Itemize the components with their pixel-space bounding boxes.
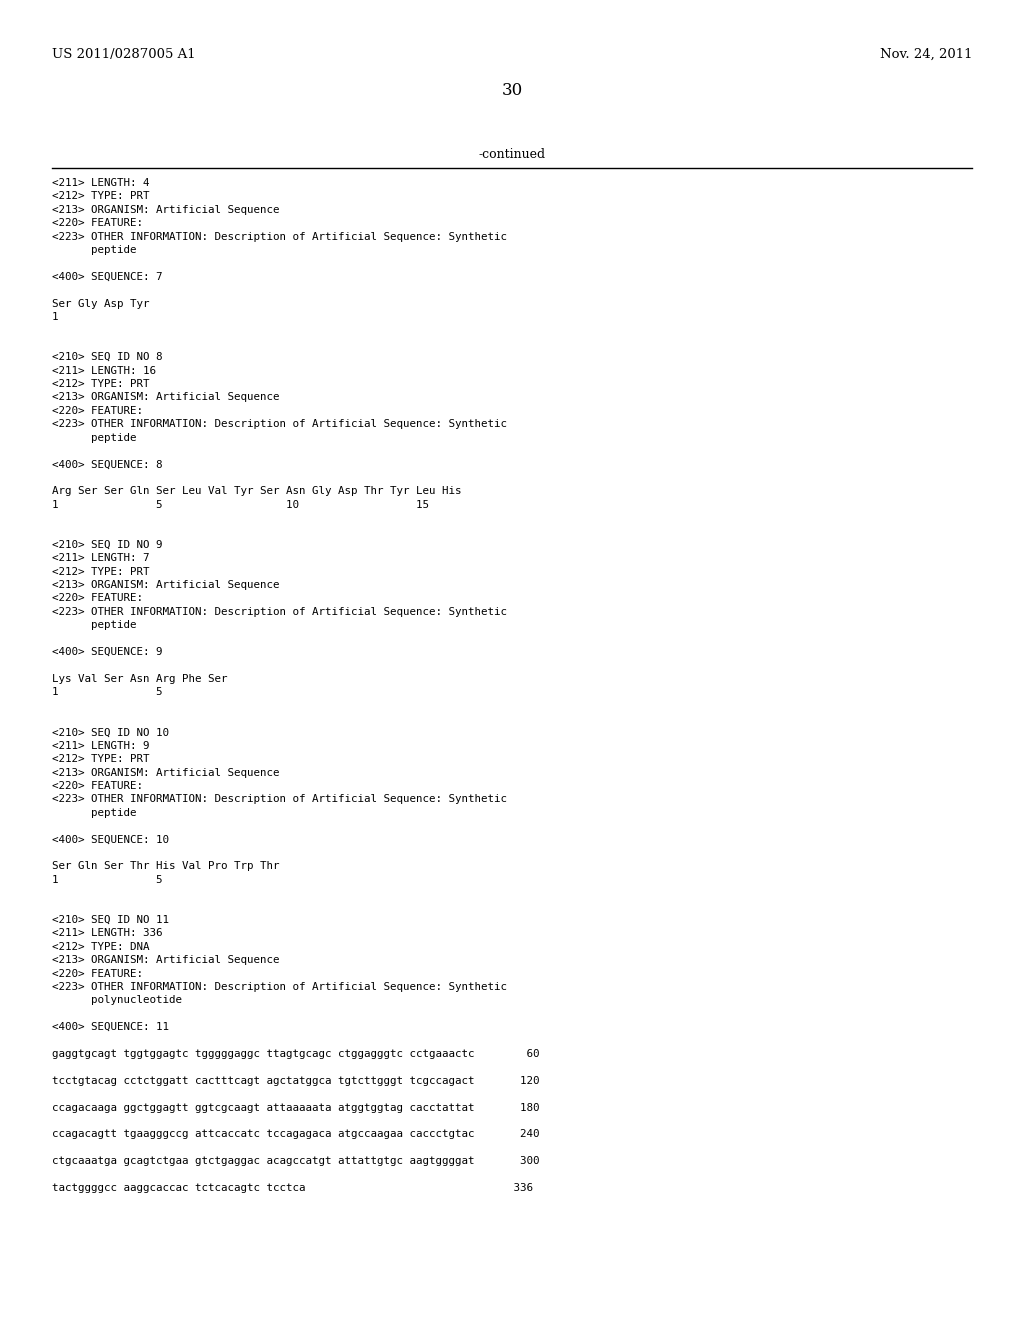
Text: <213> ORGANISM: Artificial Sequence: <213> ORGANISM: Artificial Sequence <box>52 956 280 965</box>
Text: <212> TYPE: PRT: <212> TYPE: PRT <box>52 566 150 577</box>
Text: <220> FEATURE:: <220> FEATURE: <box>52 218 143 228</box>
Text: ccagacagtt tgaagggccg attcaccatc tccagagaca atgccaagaa caccctgtac       240: ccagacagtt tgaagggccg attcaccatc tccagag… <box>52 1130 540 1139</box>
Text: <213> ORGANISM: Artificial Sequence: <213> ORGANISM: Artificial Sequence <box>52 768 280 777</box>
Text: <400> SEQUENCE: 8: <400> SEQUENCE: 8 <box>52 459 163 470</box>
Text: Nov. 24, 2011: Nov. 24, 2011 <box>880 48 972 61</box>
Text: <220> FEATURE:: <220> FEATURE: <box>52 781 143 791</box>
Text: peptide: peptide <box>52 620 136 630</box>
Text: <220> FEATURE:: <220> FEATURE: <box>52 969 143 978</box>
Text: <212> TYPE: PRT: <212> TYPE: PRT <box>52 191 150 202</box>
Text: <220> FEATURE:: <220> FEATURE: <box>52 594 143 603</box>
Text: Ser Gln Ser Thr His Val Pro Trp Thr: Ser Gln Ser Thr His Val Pro Trp Thr <box>52 862 280 871</box>
Text: polynucleotide: polynucleotide <box>52 995 182 1006</box>
Text: 1: 1 <box>52 312 58 322</box>
Text: <212> TYPE: DNA: <212> TYPE: DNA <box>52 941 150 952</box>
Text: -continued: -continued <box>478 148 546 161</box>
Text: <223> OTHER INFORMATION: Description of Artificial Sequence: Synthetic: <223> OTHER INFORMATION: Description of … <box>52 982 507 993</box>
Text: <210> SEQ ID NO 9: <210> SEQ ID NO 9 <box>52 540 163 550</box>
Text: gaggtgcagt tggtggagtc tgggggaggc ttagtgcagc ctggagggtc cctgaaactc        60: gaggtgcagt tggtggagtc tgggggaggc ttagtgc… <box>52 1049 540 1059</box>
Text: <211> LENGTH: 9: <211> LENGTH: 9 <box>52 741 150 751</box>
Text: peptide: peptide <box>52 246 136 255</box>
Text: Ser Gly Asp Tyr: Ser Gly Asp Tyr <box>52 298 150 309</box>
Text: ctgcaaatga gcagtctgaa gtctgaggac acagccatgt attattgtgc aagtggggat       300: ctgcaaatga gcagtctgaa gtctgaggac acagcca… <box>52 1156 540 1166</box>
Text: <212> TYPE: PRT: <212> TYPE: PRT <box>52 754 150 764</box>
Text: <400> SEQUENCE: 7: <400> SEQUENCE: 7 <box>52 272 163 281</box>
Text: <211> LENGTH: 336: <211> LENGTH: 336 <box>52 928 163 939</box>
Text: <400> SEQUENCE: 11: <400> SEQUENCE: 11 <box>52 1022 169 1032</box>
Text: peptide: peptide <box>52 808 136 818</box>
Text: Lys Val Ser Asn Arg Phe Ser: Lys Val Ser Asn Arg Phe Ser <box>52 673 227 684</box>
Text: Arg Ser Ser Gln Ser Leu Val Tyr Ser Asn Gly Asp Thr Tyr Leu His: Arg Ser Ser Gln Ser Leu Val Tyr Ser Asn … <box>52 486 462 496</box>
Text: <211> LENGTH: 7: <211> LENGTH: 7 <box>52 553 150 564</box>
Text: <223> OTHER INFORMATION: Description of Artificial Sequence: Synthetic: <223> OTHER INFORMATION: Description of … <box>52 420 507 429</box>
Text: <210> SEQ ID NO 10: <210> SEQ ID NO 10 <box>52 727 169 738</box>
Text: <211> LENGTH: 4: <211> LENGTH: 4 <box>52 178 150 187</box>
Text: ccagacaaga ggctggagtt ggtcgcaagt attaaaaata atggtggtag cacctattat       180: ccagacaaga ggctggagtt ggtcgcaagt attaaaa… <box>52 1102 540 1113</box>
Text: <400> SEQUENCE: 9: <400> SEQUENCE: 9 <box>52 647 163 657</box>
Text: <210> SEQ ID NO 8: <210> SEQ ID NO 8 <box>52 352 163 362</box>
Text: 1               5: 1 5 <box>52 875 163 884</box>
Text: 1               5: 1 5 <box>52 688 163 697</box>
Text: <213> ORGANISM: Artificial Sequence: <213> ORGANISM: Artificial Sequence <box>52 205 280 215</box>
Text: <212> TYPE: PRT: <212> TYPE: PRT <box>52 379 150 389</box>
Text: tcctgtacag cctctggatt cactttcagt agctatggca tgtcttgggt tcgccagact       120: tcctgtacag cctctggatt cactttcagt agctatg… <box>52 1076 540 1086</box>
Text: <213> ORGANISM: Artificial Sequence: <213> ORGANISM: Artificial Sequence <box>52 392 280 403</box>
Text: <223> OTHER INFORMATION: Description of Artificial Sequence: Synthetic: <223> OTHER INFORMATION: Description of … <box>52 795 507 804</box>
Text: US 2011/0287005 A1: US 2011/0287005 A1 <box>52 48 196 61</box>
Text: <213> ORGANISM: Artificial Sequence: <213> ORGANISM: Artificial Sequence <box>52 579 280 590</box>
Text: 1               5                   10                  15: 1 5 10 15 <box>52 499 429 510</box>
Text: tactggggcc aaggcaccac tctcacagtc tcctca                                336: tactggggcc aaggcaccac tctcacagtc tcctca … <box>52 1183 534 1193</box>
Text: <210> SEQ ID NO 11: <210> SEQ ID NO 11 <box>52 915 169 925</box>
Text: <223> OTHER INFORMATION: Description of Artificial Sequence: Synthetic: <223> OTHER INFORMATION: Description of … <box>52 231 507 242</box>
Text: peptide: peptide <box>52 433 136 442</box>
Text: <223> OTHER INFORMATION: Description of Artificial Sequence: Synthetic: <223> OTHER INFORMATION: Description of … <box>52 607 507 616</box>
Text: <400> SEQUENCE: 10: <400> SEQUENCE: 10 <box>52 834 169 845</box>
Text: <211> LENGTH: 16: <211> LENGTH: 16 <box>52 366 156 376</box>
Text: 30: 30 <box>502 82 522 99</box>
Text: <220> FEATURE:: <220> FEATURE: <box>52 405 143 416</box>
